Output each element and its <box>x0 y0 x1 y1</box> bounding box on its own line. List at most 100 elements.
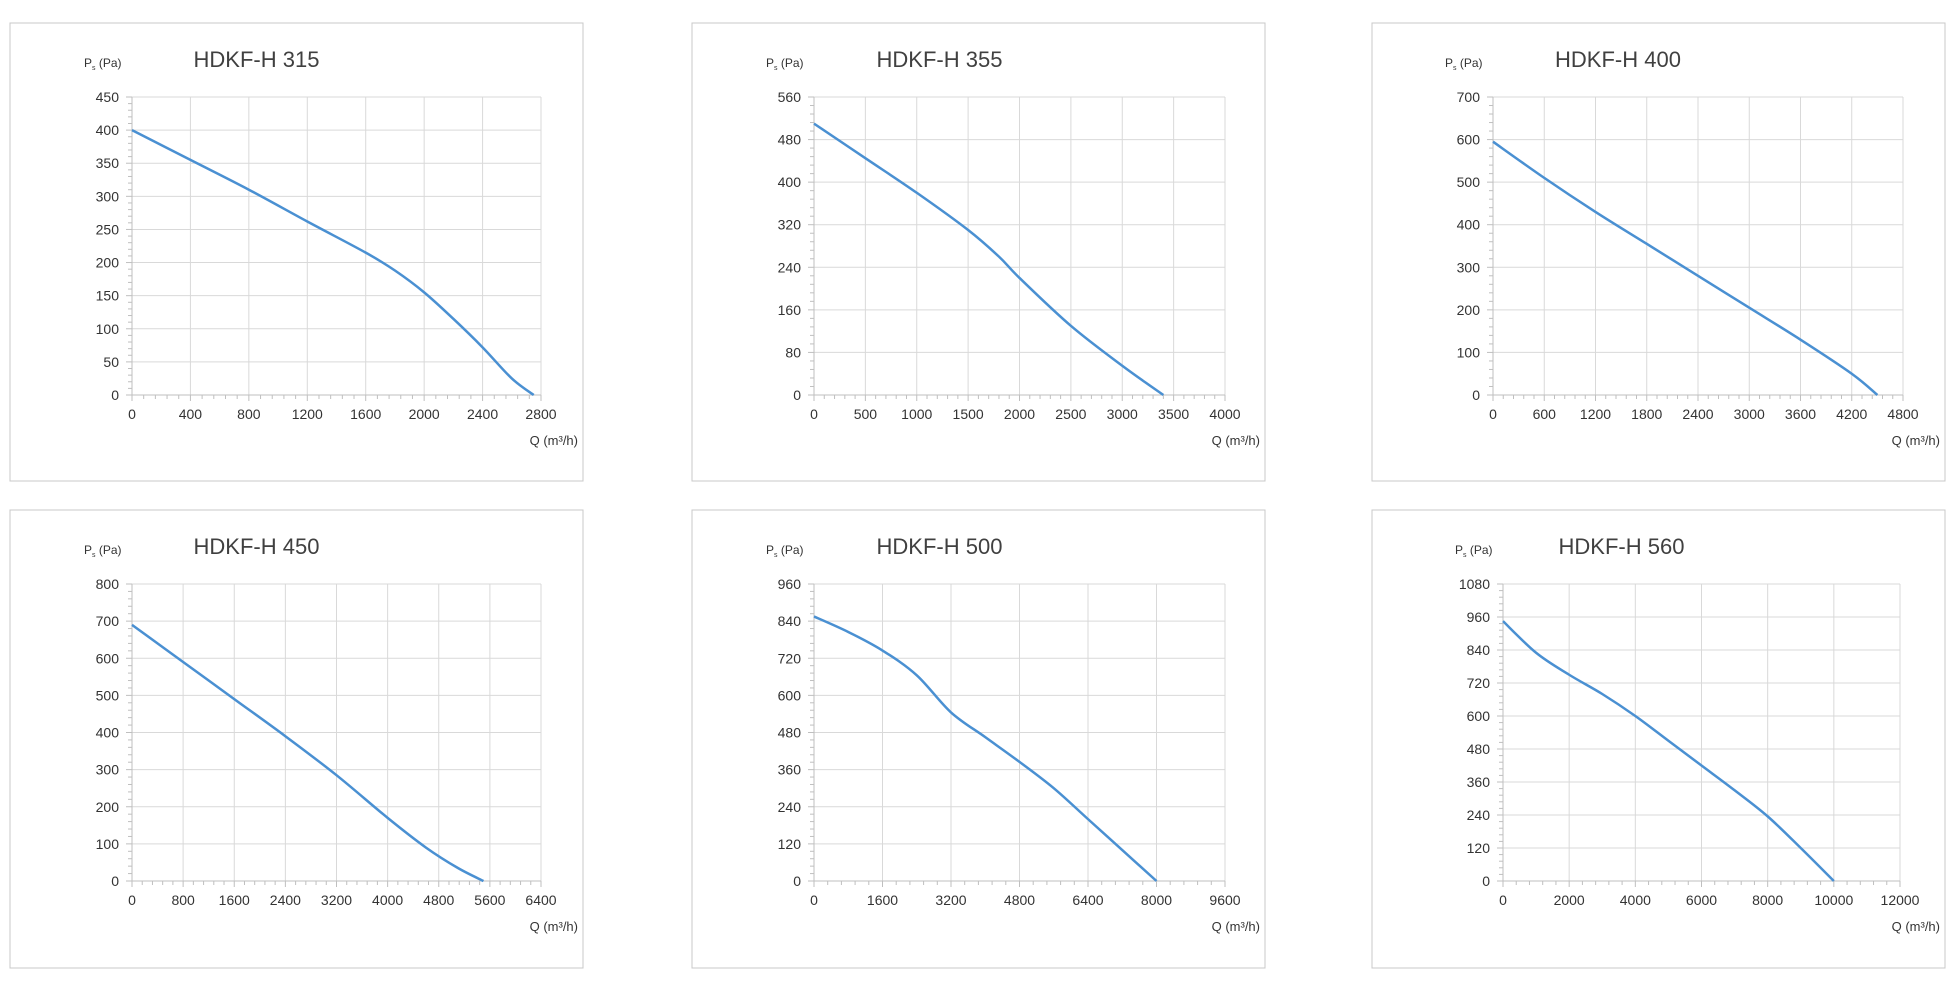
x-tick-label: 1600 <box>867 892 898 908</box>
chart-panel-5: 0 1600 3200 4800 6400 8000 9600 0 120 240 360 480 60… <box>691 509 1266 969</box>
chart-frame <box>9 22 584 482</box>
x-tick-label: 0 <box>810 892 818 908</box>
y-tick-label: 0 <box>793 873 801 889</box>
x-tick-label: 6400 <box>525 892 556 908</box>
x-tick-label: 0 <box>128 406 136 422</box>
y-tick-label: 560 <box>778 89 802 105</box>
x-tick-label: 2400 <box>467 406 498 422</box>
series-line-1 <box>131 128 535 397</box>
y-tick-label: 480 <box>1467 741 1491 757</box>
x-tick-label: 800 <box>171 892 195 908</box>
y-tick-label: 250 <box>96 221 120 237</box>
y-tick-label: 200 <box>1457 302 1481 318</box>
y-axis-label: Ps (Pa) <box>84 56 122 72</box>
chart-panel-2: 0 500 1000 1500 2000 2500 3000 3500 4000 0 80 160 24… <box>691 22 1266 482</box>
x-tick-label: 4800 <box>1887 406 1918 422</box>
series-line-1 <box>813 615 1158 882</box>
x-tick-label: 0 <box>1499 892 1507 908</box>
y-tick-label: 50 <box>103 354 119 370</box>
x-axis-label: Q (m³/h) <box>1212 433 1260 448</box>
x-tick-label: 1200 <box>1580 406 1611 422</box>
y-tick-label: 800 <box>96 576 120 592</box>
chart-frame <box>691 22 1266 482</box>
x-tick-label: 800 <box>237 406 261 422</box>
y-tick-label: 150 <box>96 288 120 304</box>
x-tick-label: 1500 <box>953 406 984 422</box>
chart-title: HDKF-H 500 <box>877 534 1003 559</box>
chart-title: HDKF-H 315 <box>194 47 320 72</box>
y-tick-label: 0 <box>1472 387 1480 403</box>
x-tick-label: 3000 <box>1734 406 1765 422</box>
y-tick-label: 700 <box>1457 89 1481 105</box>
y-tick-label: 100 <box>96 836 120 852</box>
y-tick-label: 840 <box>1467 642 1491 658</box>
y-tick-label: 450 <box>96 89 120 105</box>
x-tick-label: 3600 <box>1785 406 1816 422</box>
y-tick-label: 80 <box>785 344 801 360</box>
x-tick-label: 2400 <box>1682 406 1713 422</box>
x-tick-label: 1600 <box>219 892 250 908</box>
x-tick-label: 0 <box>128 892 136 908</box>
x-tick-label: 500 <box>854 406 878 422</box>
x-tick-label: 4000 <box>1209 406 1240 422</box>
x-tick-label: 1200 <box>292 406 323 422</box>
y-axis-label: Ps (Pa) <box>1445 56 1483 72</box>
x-tick-label: 3500 <box>1158 406 1189 422</box>
series-line-1 <box>1492 140 1879 396</box>
y-tick-label: 500 <box>1457 174 1481 190</box>
x-tick-label: 8000 <box>1141 892 1172 908</box>
x-tick-label: 600 <box>1533 406 1557 422</box>
y-tick-label: 400 <box>1457 217 1481 233</box>
y-tick-label: 160 <box>778 302 802 318</box>
x-tick-label: 4000 <box>1620 892 1651 908</box>
y-tick-label: 320 <box>778 217 802 233</box>
series-line-1 <box>1502 620 1835 882</box>
x-tick-label: 6400 <box>1072 892 1103 908</box>
x-tick-label: 1000 <box>901 406 932 422</box>
chart-title: HDKF-H 450 <box>194 534 320 559</box>
x-tick-label: 3200 <box>321 892 352 908</box>
y-tick-label: 120 <box>778 836 802 852</box>
y-tick-label: 600 <box>1467 708 1491 724</box>
y-tick-label: 960 <box>1467 609 1491 625</box>
y-tick-label: 300 <box>96 188 120 204</box>
y-tick-label: 300 <box>96 762 120 778</box>
x-tick-label: 9600 <box>1209 892 1240 908</box>
y-tick-label: 300 <box>1457 259 1481 275</box>
series-line-1 <box>813 122 1165 397</box>
chart-title: HDKF-H 560 <box>1559 534 1685 559</box>
x-tick-label: 6000 <box>1686 892 1717 908</box>
x-tick-label: 4200 <box>1836 406 1867 422</box>
x-tick-label: 2800 <box>525 406 556 422</box>
y-tick-label: 720 <box>1467 675 1491 691</box>
x-tick-label: 2400 <box>270 892 301 908</box>
y-tick-label: 100 <box>1457 344 1481 360</box>
x-axis-label: Q (m³/h) <box>1892 919 1940 934</box>
y-tick-label: 400 <box>96 122 120 138</box>
x-tick-label: 1800 <box>1631 406 1662 422</box>
y-axis-label: Ps (Pa) <box>84 543 122 559</box>
chart-panel-1: 0 400 800 1200 1600 2000 2400 2800 0 50 100 150 200 2… <box>9 22 584 482</box>
x-tick-label: 400 <box>179 406 203 422</box>
y-axis-label: Ps (Pa) <box>766 56 804 72</box>
y-tick-label: 240 <box>778 799 802 815</box>
x-axis-label: Q (m³/h) <box>530 919 578 934</box>
chart-title: HDKF-H 400 <box>1555 47 1681 72</box>
y-tick-label: 480 <box>778 725 802 741</box>
y-tick-label: 0 <box>111 387 119 403</box>
y-tick-label: 350 <box>96 155 120 171</box>
y-tick-label: 200 <box>96 255 120 271</box>
y-tick-label: 600 <box>96 650 120 666</box>
y-tick-label: 840 <box>778 613 802 629</box>
y-tick-label: 720 <box>778 650 802 666</box>
y-tick-label: 960 <box>778 576 802 592</box>
y-tick-label: 600 <box>778 687 802 703</box>
x-tick-label: 12000 <box>1881 892 1920 908</box>
y-tick-label: 500 <box>96 687 120 703</box>
chart-panel-3: 0 600 1200 1800 2400 3000 3600 4200 4800 0 100 200 3… <box>1371 22 1946 482</box>
y-tick-label: 0 <box>111 873 119 889</box>
y-axis-label: Ps (Pa) <box>1455 543 1493 559</box>
y-tick-label: 0 <box>1482 873 1490 889</box>
x-tick-label: 4800 <box>1004 892 1035 908</box>
x-tick-label: 8000 <box>1752 892 1783 908</box>
